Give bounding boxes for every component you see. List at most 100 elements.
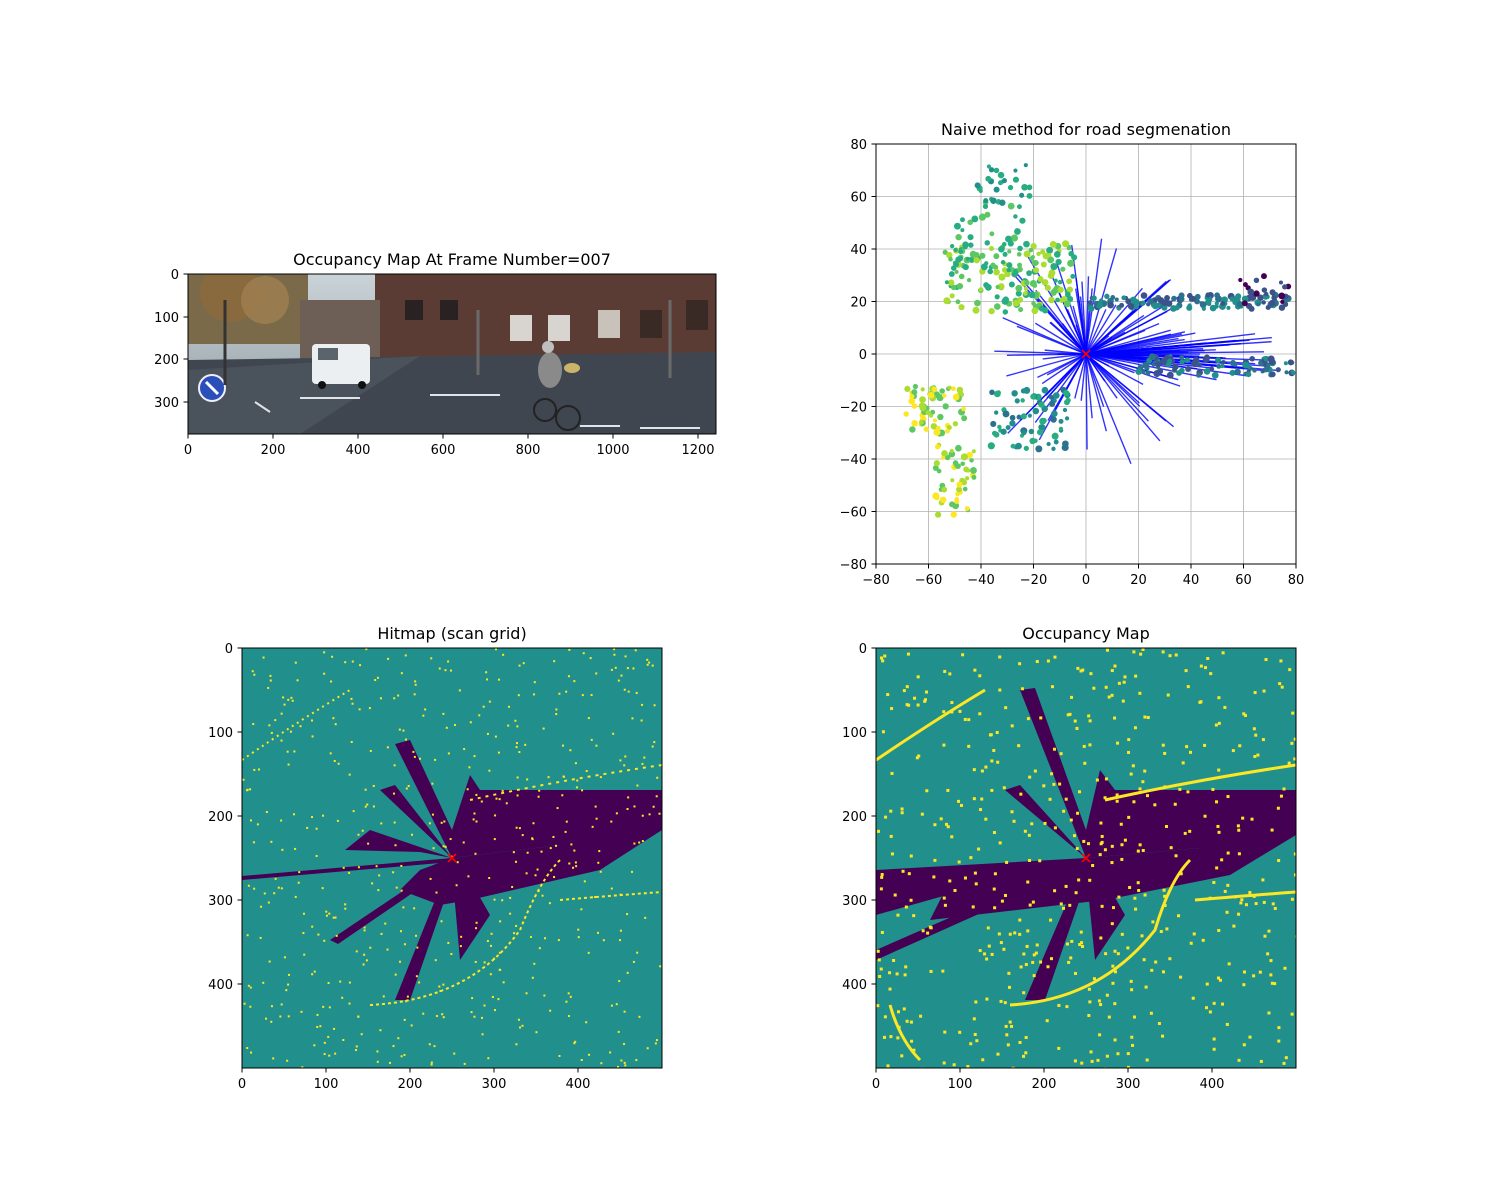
obstacle-point: [1021, 183, 1028, 191]
obstacle-point: [1051, 410, 1058, 418]
occupied-cell: [280, 1003, 283, 1006]
occupied-cell: [1242, 712, 1246, 716]
obstacle-point: [941, 486, 948, 493]
obstacle-point: [1070, 273, 1076, 279]
occupied-cell: [590, 738, 593, 741]
obstacle-point: [1280, 299, 1285, 304]
y-tick: −60: [840, 506, 876, 521]
obstacle-point: [1265, 304, 1271, 310]
occupied-cell: [636, 951, 639, 954]
occupied-cell: [341, 996, 344, 999]
obstacle-point: [1261, 287, 1268, 293]
occupied-cell: [599, 776, 602, 779]
obstacle-point: [965, 256, 970, 261]
occupied-cell: [1012, 819, 1016, 823]
occupied-cell: [1039, 716, 1043, 720]
obstacle-point: [1001, 297, 1009, 305]
x-tick-label: 600: [431, 443, 456, 458]
road-ray: [1085, 351, 1265, 355]
occupied-cell: [1168, 957, 1172, 961]
obstacle-point: [984, 283, 992, 291]
occupied-cell: [319, 1025, 322, 1028]
occupied-cell: [469, 721, 472, 724]
occupied-cell: [1116, 952, 1120, 956]
occupied-cell: [517, 1018, 520, 1021]
obstacle-point: [1048, 400, 1056, 407]
obstacle-point: [1000, 428, 1007, 435]
obstacle-point: [1238, 277, 1243, 283]
ego-marker: [1081, 853, 1091, 863]
occupied-cell: [555, 708, 558, 711]
occupied-cell: [1057, 1003, 1061, 1007]
obstacle-point: [1030, 255, 1035, 260]
obstacle-point: [934, 495, 940, 501]
occupied-cell: [1186, 685, 1190, 689]
occupied-cell: [474, 852, 477, 855]
occupied-cell: [1038, 859, 1042, 863]
occupied-cell: [569, 995, 572, 998]
occupied-cell: [1078, 943, 1082, 947]
occupied-cell: [360, 1033, 363, 1036]
obstacle-point: [950, 478, 955, 483]
occupied-cell: [311, 816, 314, 819]
obstacle-point: [1033, 260, 1039, 266]
occupied-cell: [893, 893, 897, 897]
camera-panel-title: Occupancy Map At Frame Number=007: [293, 250, 611, 269]
obstacle-point: [1033, 294, 1039, 300]
y-tick: 0: [225, 642, 242, 657]
occupied-cell: [521, 834, 524, 837]
occupied-cell: [623, 688, 626, 691]
occupied-cell: [1089, 672, 1093, 676]
occupied-cell: [474, 960, 477, 963]
obstacle-point: [1041, 417, 1047, 424]
occupied-cell: [1107, 695, 1111, 699]
camera-axis-ticks: 0 200 400 600 800 1000 1200 0 100 200 30…: [154, 268, 714, 458]
occupied-cell: [1049, 918, 1053, 922]
occupied-cell: [1073, 719, 1077, 723]
occupied-cell: [1141, 848, 1145, 852]
occupied-cell: [1100, 904, 1104, 908]
occupied-cell: [915, 756, 919, 760]
obstacle-point: [1166, 371, 1174, 379]
occupied-cell: [974, 882, 978, 886]
occupied-cell: [1089, 1050, 1093, 1054]
road-ray: [1074, 353, 1087, 399]
occupied-cell: [641, 814, 644, 817]
y-tick-label: 0: [171, 268, 179, 283]
occupied-cell: [999, 999, 1003, 1003]
occupied-cell: [562, 775, 565, 778]
obstacle-point: [1013, 214, 1018, 219]
y-tick: 0: [859, 348, 876, 363]
occupied-cell: [1134, 907, 1138, 911]
obstacle-point: [1203, 354, 1210, 361]
occupied-cell: [1212, 1047, 1216, 1051]
x-tick-label: 200: [398, 1077, 423, 1092]
occupied-cell: [274, 877, 277, 880]
occupied-cell: [1282, 1061, 1286, 1065]
occupied-cell: [494, 648, 497, 651]
occupied-cell: [975, 1039, 979, 1043]
occupied-cell: [921, 929, 925, 933]
occupied-cell: [640, 719, 643, 722]
obstacle-point: [1242, 361, 1250, 369]
road-ray: [1085, 353, 1181, 387]
x-tick: 1000: [596, 434, 630, 458]
occupied-cell: [565, 820, 568, 823]
x-tick: 100: [314, 1068, 338, 1092]
occupied-cell: [253, 768, 256, 771]
occupied-cell: [916, 675, 920, 679]
occupied-cell: [1019, 792, 1023, 796]
obstacle-point: [1167, 358, 1173, 364]
occupied-cell: [1065, 1005, 1069, 1009]
occupied-cell: [1096, 1058, 1100, 1062]
occupied-cell: [1188, 829, 1192, 833]
occupied-cell: [303, 953, 306, 956]
occupied-cell: [896, 913, 900, 917]
occupied-cell: [333, 760, 336, 763]
occupied-cell: [377, 889, 380, 892]
occupied-cell: [1022, 1054, 1026, 1058]
obstacle-point: [1029, 437, 1036, 445]
occupied-cell: [279, 1015, 282, 1018]
road-ray: [1085, 353, 1108, 432]
occupied-cell: [648, 661, 651, 664]
